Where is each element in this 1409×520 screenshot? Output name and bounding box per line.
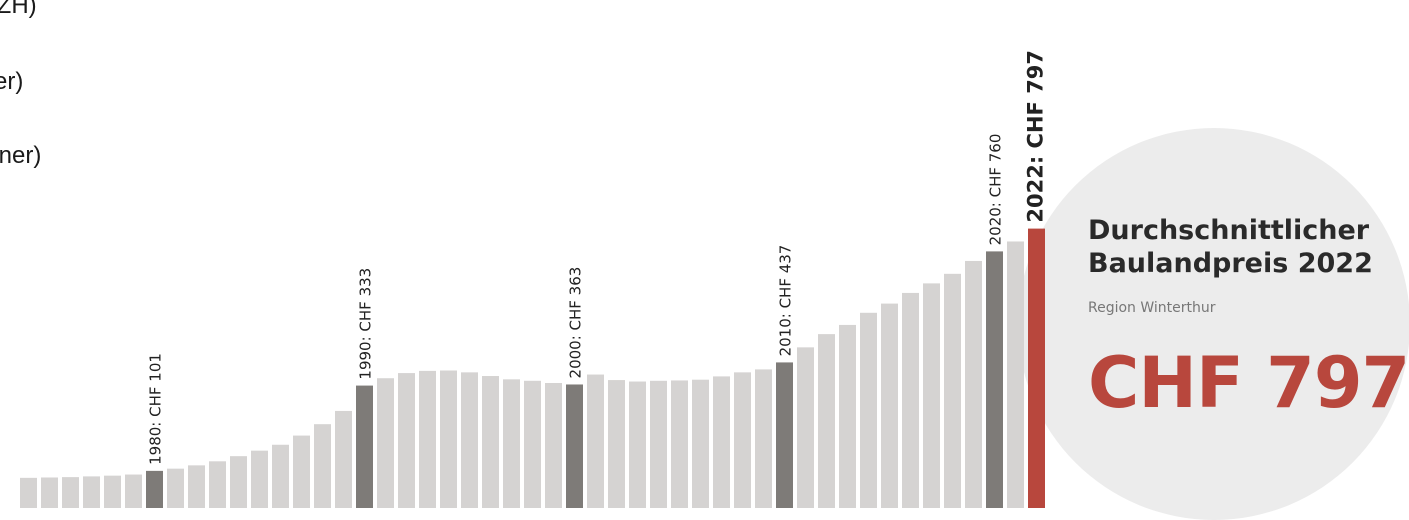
bar-2018 <box>944 273 961 508</box>
bar-2008 <box>734 372 751 508</box>
info-title: Durchschnittlicher Baulandpreis 2022 <box>1088 214 1373 280</box>
bar-1987 <box>293 435 310 508</box>
bar-1982 <box>188 465 205 508</box>
bar-2006 <box>692 379 709 508</box>
bar-1996 <box>482 376 499 508</box>
bar-2014 <box>860 312 877 508</box>
info-subtitle: Region Winterthur <box>1088 300 1216 316</box>
bar-1974 <box>20 477 37 508</box>
bar-2019 <box>965 260 982 508</box>
bar-label-1980: 1980: CHF 101 <box>147 353 165 465</box>
bar-2013 <box>839 324 856 508</box>
bar-1981 <box>167 468 184 508</box>
bar-label-2000: 2000: CHF 363 <box>567 267 585 379</box>
bar-2011 <box>797 347 814 508</box>
bar-2000 <box>566 384 583 508</box>
bar-1988 <box>314 424 331 508</box>
bar-1980 <box>146 470 163 508</box>
bar-1977 <box>83 476 100 508</box>
bar-1975 <box>41 477 58 508</box>
bar-2005 <box>671 380 688 508</box>
background-circle <box>1018 128 1409 520</box>
bar-2021 <box>1007 241 1024 508</box>
bar-2015 <box>881 303 898 508</box>
bar-label-2020: 2020: CHF 760 <box>987 134 1005 246</box>
info-title-line1: Durchschnittlicher <box>1088 215 1370 246</box>
bar-1990 <box>356 385 373 508</box>
bar-2016 <box>902 292 919 508</box>
bar-2003 <box>629 381 646 508</box>
bar-2010 <box>776 362 793 508</box>
bar-label-2022: 2022: CHF 797 <box>1024 50 1048 223</box>
bar-1983 <box>209 461 226 508</box>
bar-1978 <box>104 475 121 508</box>
bar-1986 <box>272 444 289 508</box>
bar-2001 <box>587 374 604 508</box>
cut-off-text-3: rtner) <box>0 142 42 169</box>
cut-off-text-2: er) <box>0 68 24 95</box>
bar-2020 <box>986 251 1003 508</box>
bar-1979 <box>125 474 142 508</box>
bar-2004 <box>650 380 667 508</box>
bar-label-2010: 2010: CHF 437 <box>777 245 795 357</box>
bar-1993 <box>419 370 436 508</box>
bar-1998 <box>524 380 541 508</box>
info-price-value: CHF 797 <box>1088 342 1409 424</box>
bar-1985 <box>251 450 268 508</box>
bar-label-1990: 1990: CHF 333 <box>357 268 375 380</box>
bar-1999 <box>545 383 562 508</box>
bar-2009 <box>755 369 772 508</box>
bar-1989 <box>335 410 352 508</box>
bar-1991 <box>377 378 394 508</box>
bar-1997 <box>503 379 520 508</box>
bar-2017 <box>923 283 940 508</box>
cut-off-text-1: k ZH) <box>0 0 37 19</box>
bar-1984 <box>230 456 247 508</box>
bar-1995 <box>461 372 478 508</box>
bar-2007 <box>713 376 730 508</box>
bar-1976 <box>62 477 79 508</box>
price-bar-chart: 1980: CHF 101 1990: CHF 333 2000: CHF 363 2… <box>20 50 1048 508</box>
bar-2022 <box>1028 228 1045 508</box>
bar-2002 <box>608 380 625 508</box>
bar-1994 <box>440 370 457 508</box>
bar-2012 <box>818 334 835 508</box>
info-title-line2: Baulandpreis 2022 <box>1088 248 1373 279</box>
bar-1992 <box>398 373 415 508</box>
